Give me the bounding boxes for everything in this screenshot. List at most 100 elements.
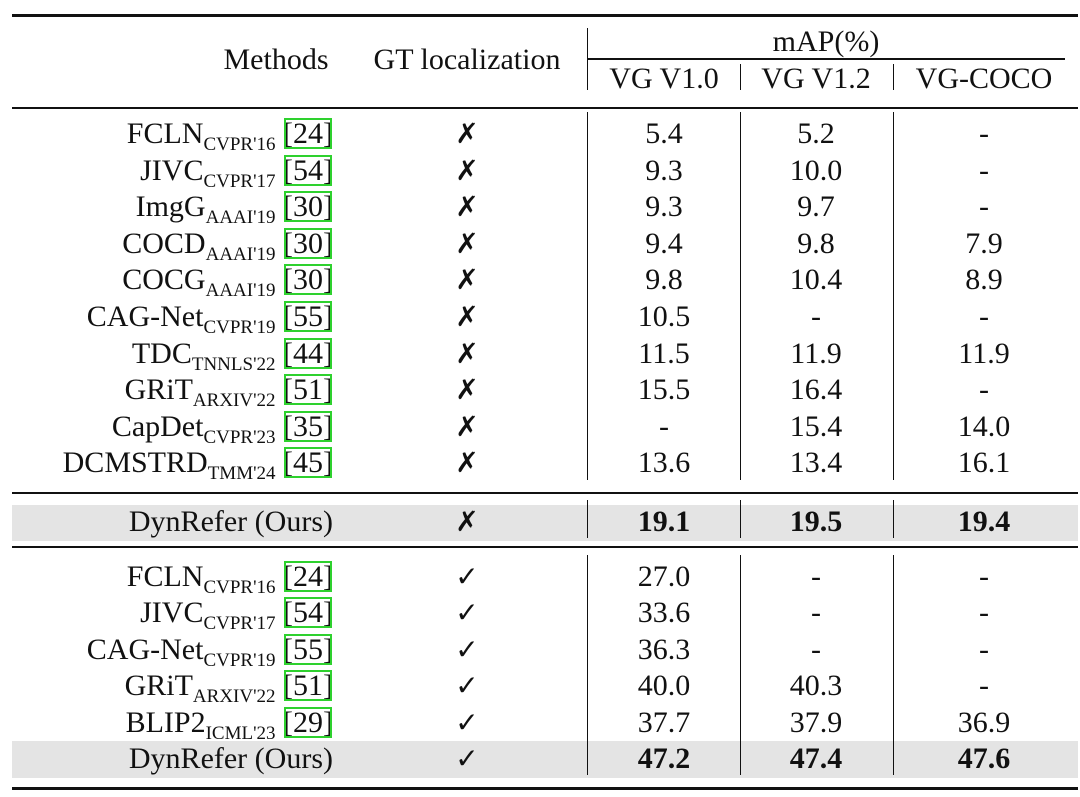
- method-cell: COCGAAAI'19 [30]: [122, 262, 333, 302]
- citation: [55]: [283, 632, 333, 666]
- value-cell: 9.3: [645, 190, 683, 224]
- value-cell: -: [979, 632, 989, 666]
- column-rule: [587, 500, 589, 538]
- citation: [29]: [283, 705, 333, 739]
- section-rule: [12, 546, 1078, 548]
- method-cell: FCLNCVPR'16 [24]: [127, 116, 333, 155]
- value-cell: 37.7: [637, 705, 691, 739]
- gt-mark: ✗: [455, 446, 479, 480]
- value-cell: 40.3: [789, 669, 843, 703]
- method-cell: JIVCCVPR'17 [54]: [140, 153, 333, 191]
- value-cell: -: [979, 190, 989, 224]
- value-cell: 19.1: [637, 505, 691, 538]
- venue: CVPR'19: [203, 317, 276, 338]
- method-name: DynRefer (Ours): [128, 505, 333, 538]
- venue: TNNLS'22: [191, 353, 276, 375]
- value-cell: -: [659, 409, 669, 443]
- column-rule: [740, 64, 742, 90]
- value-cell: 15.4: [789, 409, 843, 443]
- column-rule: [893, 500, 895, 538]
- value-cell: 10.0: [789, 153, 843, 187]
- gt-mark: ✗: [455, 263, 479, 297]
- method-cell: COCDAAAI'19 [30]: [122, 226, 333, 265]
- column-rule: [587, 554, 589, 776]
- value-cell: -: [979, 669, 989, 703]
- column-header: VG V1.2: [761, 62, 871, 95]
- venue: CVPR'16: [203, 134, 276, 155]
- method-name: JIVC: [140, 153, 204, 187]
- value-cell: -: [979, 560, 989, 593]
- citation: [30]: [283, 263, 333, 297]
- gt-mark: ✗: [455, 373, 479, 407]
- citation: [30]: [283, 226, 333, 260]
- venue: AAAI'19: [205, 280, 276, 302]
- gt-mark: ✗: [455, 409, 479, 443]
- value-cell: 8.9: [965, 263, 1003, 297]
- column-rule: [740, 500, 742, 538]
- bottom-rule: [12, 787, 1078, 790]
- top-rule: [12, 14, 1078, 17]
- gt-mark: ✗: [455, 505, 479, 538]
- venue: ARXIV'22: [192, 686, 276, 708]
- value-cell: 11.5: [638, 336, 690, 370]
- header-rule: [587, 58, 1065, 60]
- method-name: ImgG: [135, 190, 206, 224]
- value-cell: 9.4: [645, 226, 683, 260]
- citation: [30]: [283, 190, 333, 224]
- value-cell: 9.8: [645, 263, 683, 297]
- value-cell: 16.4: [789, 373, 843, 407]
- gt-mark: ✗: [455, 153, 479, 187]
- header-bottom-rule: [12, 107, 1078, 109]
- value-cell: 40.0: [637, 669, 691, 703]
- method-name: BLIP2: [125, 705, 206, 739]
- value-cell: 13.6: [637, 446, 691, 480]
- method-cell: CAG-NetCVPR'19 [55]: [86, 632, 333, 671]
- citation: [45]: [283, 446, 333, 480]
- value-cell: 47.6: [957, 742, 1011, 775]
- column-rule: [740, 554, 742, 776]
- value-cell: 27.0: [637, 560, 691, 593]
- value-cell: -: [979, 596, 989, 630]
- method-cell: GRiTARXIV'22 [51]: [125, 372, 333, 412]
- citation: [51]: [283, 669, 333, 703]
- venue: CVPR'19: [203, 649, 276, 671]
- citation: [54]: [283, 153, 333, 187]
- value-cell: 19.5: [789, 505, 843, 538]
- column-rule: [893, 554, 895, 776]
- method-cell: TDCTNNLS'22 [44]: [131, 336, 333, 375]
- method-cell: GRiTARXIV'22 [51]: [125, 668, 333, 708]
- value-cell: 36.3: [637, 632, 691, 666]
- method-name: DynRefer (Ours): [128, 742, 333, 775]
- venue: CVPR'16: [203, 577, 276, 598]
- method-name: TDC: [131, 336, 192, 370]
- value-cell: 37.9: [789, 705, 843, 739]
- venue: AAAI'19: [205, 243, 276, 265]
- gt-mark: ✓: [455, 596, 479, 630]
- column-rule: [893, 111, 895, 480]
- method-name: COCG: [122, 263, 206, 297]
- method-name: DCMSTRD: [62, 446, 208, 480]
- method-name: CapDet: [111, 409, 204, 443]
- value-cell: 36.9: [957, 705, 1011, 739]
- header-gt: GT localization: [373, 43, 561, 76]
- method-cell: JIVCCVPR'17 [54]: [140, 595, 333, 633]
- method-name: FCLN: [126, 560, 204, 593]
- gt-mark: ✓: [455, 742, 479, 775]
- value-cell: 16.1: [957, 446, 1011, 480]
- gt-mark: ✗: [455, 336, 479, 370]
- gt-mark: ✓: [455, 705, 479, 739]
- citation: [24]: [283, 117, 333, 150]
- venue: CVPR'23: [203, 426, 276, 448]
- method-cell: FCLNCVPR'16 [24]: [126, 559, 333, 598]
- column-rule: [587, 111, 589, 480]
- method-name: CAG-Net: [86, 632, 204, 666]
- value-cell: 47.2: [637, 742, 691, 775]
- venue: ARXIV'22: [192, 390, 276, 412]
- value-cell: 11.9: [958, 336, 1010, 370]
- value-cell: -: [811, 596, 821, 630]
- venue: TMM'24: [207, 463, 276, 485]
- method-name: JIVC: [140, 596, 204, 630]
- column-header: VG-COCO: [915, 62, 1053, 95]
- column-header: VG V1.0: [609, 62, 719, 95]
